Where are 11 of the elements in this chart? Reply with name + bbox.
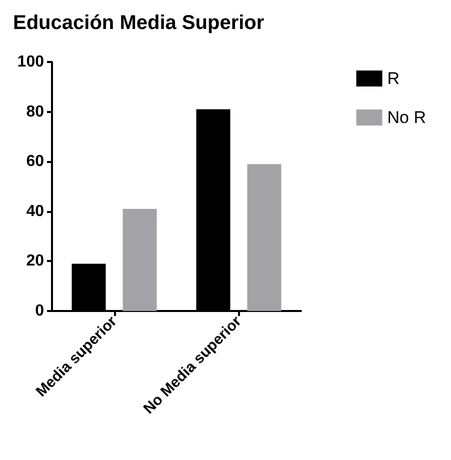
y-tick-label: 40 (26, 202, 44, 220)
y-tick-label: 80 (26, 103, 44, 120)
y-tick-label: 20 (26, 252, 44, 270)
legend-label: R (387, 69, 400, 88)
y-tick-label: 100 (17, 54, 44, 70)
bar (122, 208, 157, 311)
legend-label: No R (387, 108, 426, 127)
chart-title: Educación Media Superior (13, 12, 264, 34)
bar (247, 164, 282, 311)
y-tick-label: 0 (35, 302, 44, 320)
y-tick-label: 60 (26, 153, 44, 170)
